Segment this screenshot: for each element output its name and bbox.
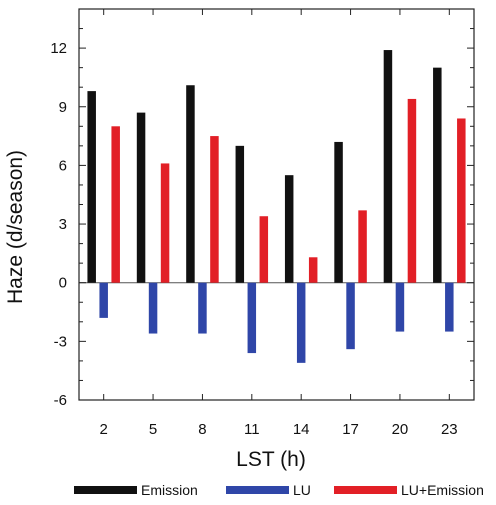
bar-lu-emission-14: [308, 257, 318, 283]
plot-area: [79, 50, 474, 363]
bar-lu-20: [395, 282, 405, 332]
bar-lu-emission-23: [457, 118, 466, 283]
bar-lu-17: [346, 282, 355, 350]
bar-lu-23: [445, 282, 454, 332]
bar-lu-emission-2: [111, 126, 120, 283]
x-tick-label: 2: [100, 421, 108, 438]
bar-emission-23: [433, 67, 442, 283]
bar-lu-8: [198, 282, 207, 334]
bar-lu-emission-11: [259, 216, 269, 283]
x-tick-label: 17: [342, 421, 359, 438]
x-axis-title: LST (h): [236, 448, 306, 471]
x-tick-label: 11: [244, 421, 260, 438]
y-axis-title: Haze (d/season): [4, 150, 27, 304]
bar-emission-2: [87, 91, 96, 283]
y-tick-label: 12: [50, 40, 67, 57]
bar-lu-2: [99, 282, 108, 318]
bar-emission-20: [383, 50, 393, 283]
legend-swatch-emission: [74, 486, 137, 494]
legend-label: LU+Emission: [401, 482, 484, 498]
bar-lu-emission-8: [210, 136, 219, 283]
x-tick-label: 5: [149, 421, 157, 438]
legend-swatch-lu: [226, 486, 289, 494]
bar-lu-5: [148, 282, 158, 334]
bar-emission-8: [186, 85, 195, 283]
y-tick-label: 3: [59, 216, 67, 233]
y-tick-label: 9: [59, 99, 67, 116]
x-tick-label: 14: [293, 421, 310, 438]
bar-emission-11: [235, 145, 245, 283]
bar-lu-emission-5: [160, 163, 170, 283]
y-tick-label: 6: [59, 157, 67, 174]
bar-lu-14: [296, 282, 306, 363]
bar-emission-17: [334, 141, 343, 283]
bar-lu-emission-17: [358, 210, 367, 283]
axes: 12 9 6 3 0 -3 -6 2 5 8 11 14 17 20 23: [50, 8, 475, 438]
legend-label: LU: [293, 482, 311, 498]
legend-label: Emission: [141, 482, 198, 498]
y-tick-label: 0: [59, 275, 67, 292]
bar-emission-5: [136, 112, 146, 283]
x-tick-label: 8: [198, 421, 206, 438]
bar-lu-11: [247, 282, 257, 354]
bar-lu-emission-20: [407, 98, 417, 283]
x-tick-label: 23: [441, 421, 458, 438]
y-tick-label: -6: [54, 392, 67, 409]
x-tick-label: 20: [392, 421, 409, 438]
y-tick-label: -3: [54, 333, 67, 350]
legend: Emission LU LU+Emission: [74, 482, 484, 498]
legend-swatch-lu-emission: [334, 486, 397, 494]
bar-emission-14: [284, 175, 294, 283]
